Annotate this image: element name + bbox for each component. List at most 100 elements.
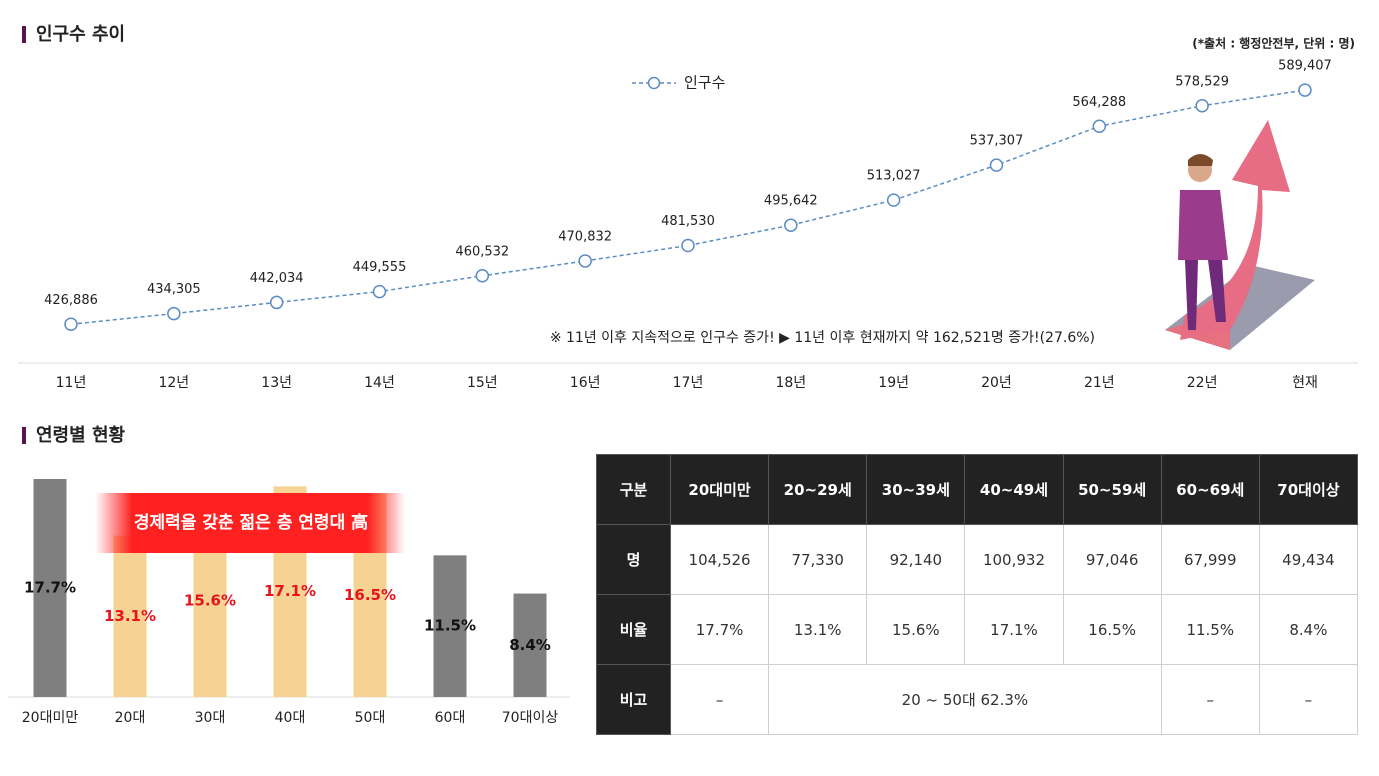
data-label: 17.7% (24, 579, 76, 597)
cell: 92,140 (866, 524, 966, 595)
x-tick-label: 30대 (195, 710, 226, 726)
x-tick-label: 20대 (115, 710, 146, 726)
chart-title: 연령별 현황 (36, 425, 126, 446)
data-label: 442,034 (250, 271, 304, 286)
table-header: 구분 20대미만 20~29세 30~39세 40~49세 50~59세 60~… (596, 454, 1359, 525)
cell: 100,932 (964, 524, 1064, 595)
x-tick-label: 14년 (364, 375, 395, 391)
cell: 16.5% (1062, 594, 1162, 665)
data-label: 589,407 (1278, 59, 1332, 74)
data-label: 513,027 (867, 169, 921, 184)
cell: – (669, 664, 770, 735)
data-point (1298, 83, 1312, 97)
cell: 20 ~ 50대 62.3% (768, 664, 1162, 735)
x-tick-label: 50대 (355, 710, 386, 726)
arrow (1180, 120, 1290, 340)
cell: – (1258, 664, 1359, 735)
x-tick-label: 20대미만 (22, 710, 79, 726)
data-label: 17.1% (264, 582, 316, 600)
person-hair (1188, 154, 1213, 166)
x-tick-label: 22년 (1187, 375, 1218, 391)
cell: 11.5% (1160, 594, 1260, 665)
data-label: 495,642 (764, 194, 818, 209)
data-point (578, 254, 592, 268)
data-label: 11.5% (424, 617, 476, 635)
x-tick-label: 현재 (1292, 375, 1318, 391)
chart-title: 인구수 추이 (36, 24, 125, 45)
data-label: 13.1% (104, 607, 156, 625)
x-tick-label: 70대이상 (502, 710, 559, 726)
bar (513, 593, 547, 697)
cell: 49,434 (1258, 524, 1359, 595)
person-legs (1185, 260, 1226, 330)
data-point (269, 295, 284, 310)
banner (95, 493, 405, 553)
cell: 77,330 (768, 524, 868, 595)
x-tick-label: 40대 (275, 710, 306, 726)
header-cell: 50~59세 (1062, 454, 1162, 525)
data-label: 8.4% (509, 636, 551, 654)
data-label: 481,530 (661, 214, 715, 229)
data-label: 16.5% (344, 586, 396, 604)
data-label: 564,288 (1072, 95, 1126, 110)
series-line (70, 89, 1306, 326)
x-tick-label: 21년 (1084, 375, 1115, 391)
person-body (1178, 190, 1228, 260)
table-row: 비율 17.7% 13.1% 15.6% 17.1% 16.5% 11.5% 8… (596, 594, 1359, 665)
cell: 17.1% (964, 594, 1064, 665)
bar (433, 555, 467, 697)
title-marker (22, 427, 26, 444)
header-cell: 70대이상 (1258, 454, 1359, 525)
x-tick-label: 18년 (775, 375, 806, 391)
x-tick-label: 20년 (981, 375, 1012, 391)
data-table: 구분 20대미만 20~29세 30~39세 40~49세 50~59세 60~… (596, 454, 1359, 735)
header-cell: 30~39세 (866, 454, 966, 525)
data-point (989, 158, 1004, 172)
bar (33, 479, 67, 697)
data-label: 434,305 (147, 282, 201, 297)
table-row: 비고 – 20 ~ 50대 62.3% – – (596, 664, 1359, 735)
x-tick-label: 12년 (158, 375, 189, 391)
cell: 15.6% (866, 594, 966, 665)
bar (113, 535, 147, 697)
table-row: 명 104,526 77,330 92,140 100,932 97,046 6… (596, 524, 1359, 595)
legend-label: 인구수 (684, 74, 725, 92)
header-cell: 60~69세 (1160, 454, 1260, 525)
data-label: 460,532 (455, 244, 509, 259)
row-header: 명 (596, 524, 671, 595)
data-label: 15.6% (184, 591, 236, 609)
cell: 8.4% (1258, 594, 1359, 665)
cell: 104,526 (669, 524, 770, 595)
header-cell: 40~49세 (964, 454, 1064, 525)
data-point (784, 218, 798, 232)
x-tick-label: 19년 (878, 375, 909, 391)
chart-subtitle: (*출처 : 행정안전부, 단위 : 명) (1192, 36, 1355, 51)
legend-marker (647, 76, 661, 90)
x-tick-label: 17년 (673, 375, 704, 391)
annotation: 경제력을 갖춘 젊은 층 연령대 高 (134, 512, 368, 533)
header-cell: 20~29세 (768, 454, 868, 525)
illustration (1165, 120, 1315, 350)
x-tick-label: 60대 (435, 710, 466, 726)
x-tick-label: 11년 (56, 375, 87, 391)
data-point (681, 238, 695, 253)
cell: 97,046 (1062, 524, 1162, 595)
row-header: 비고 (596, 664, 671, 735)
data-label: 470,832 (558, 229, 612, 244)
data-point (64, 317, 78, 332)
data-label: 449,555 (353, 260, 407, 275)
data-point (475, 269, 490, 283)
header-cell: 20대미만 (669, 454, 770, 525)
x-tick-label: 16년 (570, 375, 601, 391)
data-point (1195, 99, 1209, 113)
header-cell: 구분 (596, 454, 671, 525)
cell: – (1160, 664, 1260, 735)
x-tick-label: 15년 (467, 375, 498, 391)
cell: 17.7% (669, 594, 770, 665)
data-point (886, 193, 901, 207)
data-point (167, 306, 181, 321)
row-header: 비율 (596, 594, 671, 665)
data-point (1092, 119, 1107, 134)
